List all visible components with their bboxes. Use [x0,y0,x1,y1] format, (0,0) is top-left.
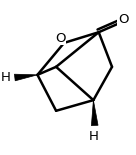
Polygon shape [91,100,98,126]
Text: H: H [1,71,10,84]
Text: H: H [89,130,99,143]
Text: O: O [118,13,129,26]
Text: O: O [55,32,65,45]
Polygon shape [14,74,37,81]
